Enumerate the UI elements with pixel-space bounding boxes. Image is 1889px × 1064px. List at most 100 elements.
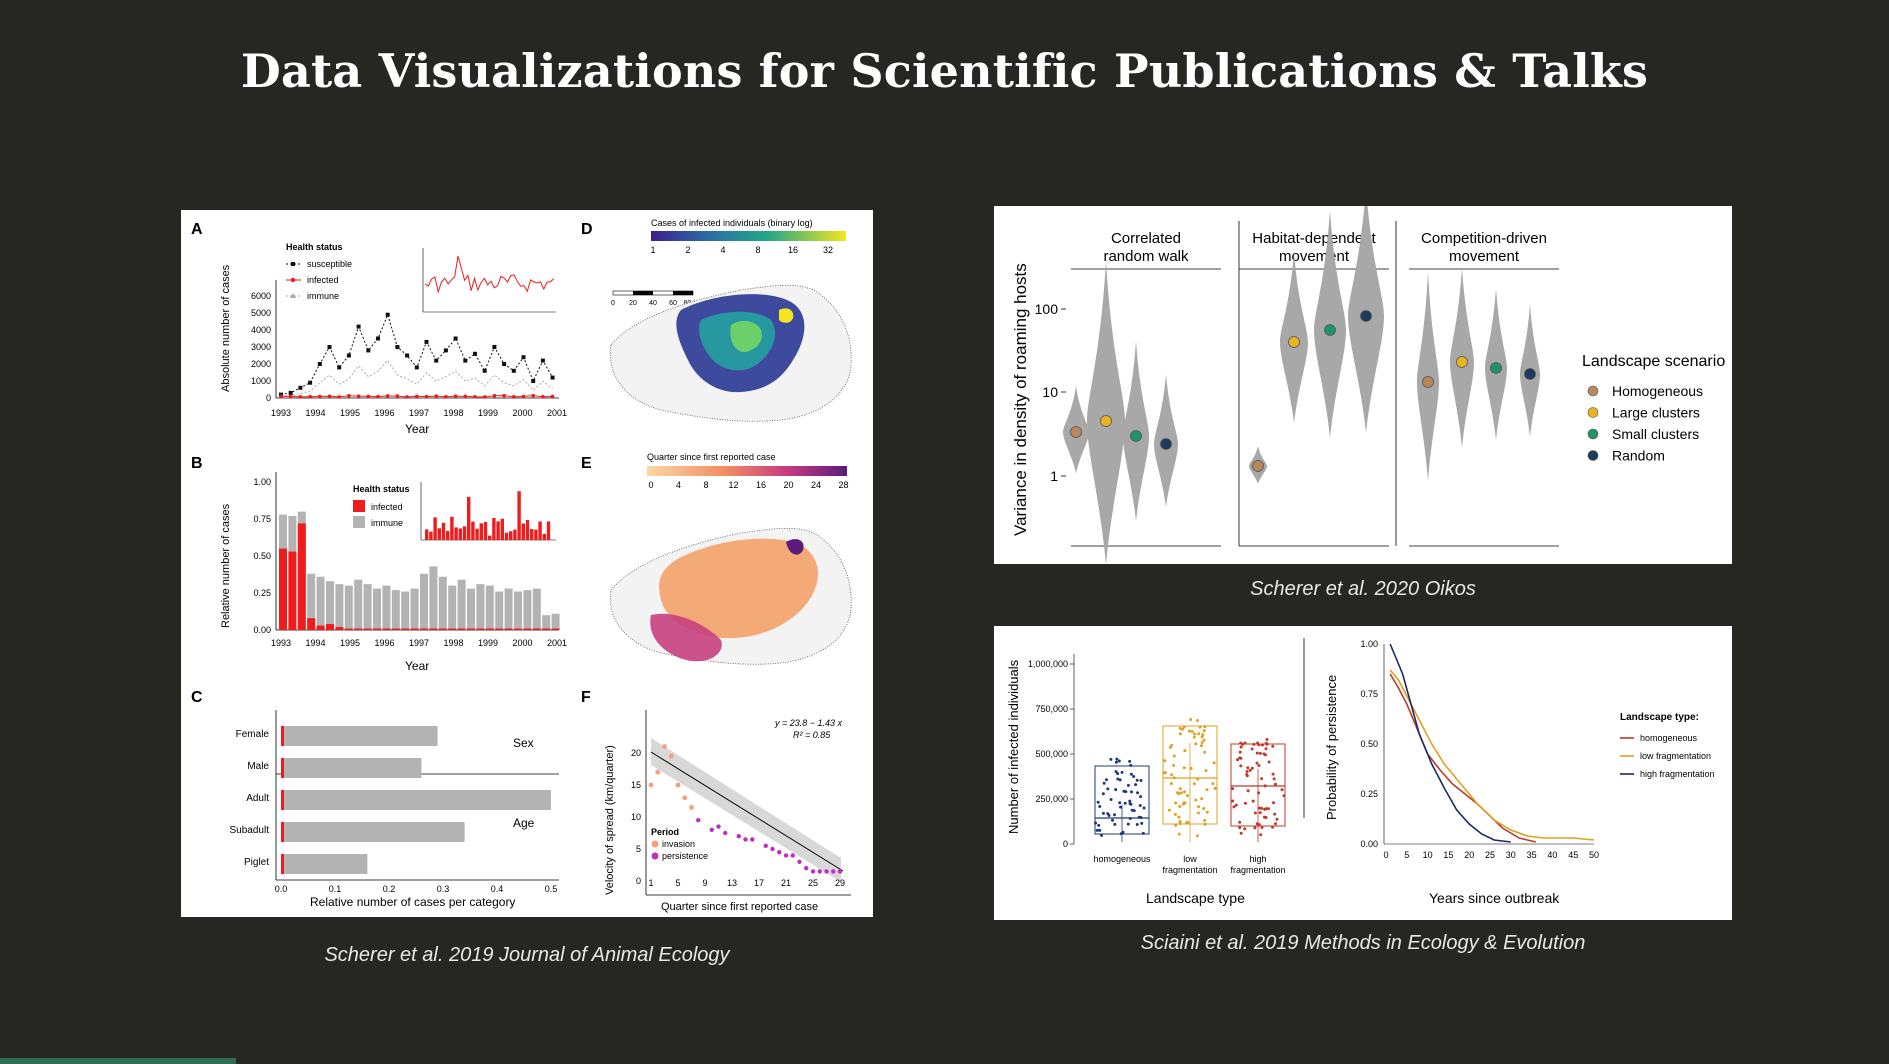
figure-bottom-right: Number of infected individuals Landscape… — [994, 626, 1732, 920]
panel-f-persistence-point — [696, 818, 701, 823]
panel-a-ytick: 1000 — [251, 376, 271, 386]
panel-b-immune-bar — [382, 585, 391, 630]
panel-b-infected-bar — [457, 628, 466, 630]
panel-b-inset-bar — [458, 528, 462, 540]
br-persist-xtick: 15 — [1443, 850, 1453, 860]
panel-f-xtick: 21 — [781, 878, 791, 888]
br-point — [1197, 732, 1201, 736]
panel-b-infected-bar — [504, 628, 513, 630]
panel-a-xtick: 2000 — [512, 408, 532, 418]
panel-b-immune-bar — [335, 584, 344, 630]
panel-a-susceptible-point — [356, 324, 361, 329]
panel-f-invasion-point — [682, 795, 688, 801]
panel-b-immune-bar — [363, 584, 372, 630]
br-persist-ylabel: Probability of persistence — [1324, 675, 1339, 820]
panel-b-infected-bar — [307, 618, 316, 630]
tr-legend-swatch — [1587, 428, 1599, 440]
br-point — [1262, 752, 1266, 756]
panel-b-infected-bar — [514, 628, 522, 630]
br-point — [1195, 834, 1199, 838]
panel-c-infected-bar — [281, 790, 284, 810]
br-point — [1101, 792, 1105, 796]
br-point — [1203, 725, 1207, 729]
panel-a-susceptible-point — [540, 358, 545, 363]
br-point — [1182, 725, 1186, 729]
panel-f-xtick: 1 — [648, 878, 653, 888]
panel-b-xtick: 2000 — [512, 638, 532, 648]
panel-a-infected-point — [415, 394, 419, 399]
br-point — [1170, 773, 1174, 777]
br-point — [1194, 742, 1198, 746]
panel-a-xtick: 1994 — [305, 408, 325, 418]
panel-b-infected-bar — [542, 628, 551, 630]
panel-f-ytick: 0 — [636, 876, 641, 886]
br-point — [1273, 812, 1277, 816]
br-point — [1097, 823, 1101, 827]
panel-f-invasion-point — [675, 782, 681, 788]
panel-a-xtick: 1998 — [443, 408, 463, 418]
panel-f-ytick: 5 — [636, 844, 641, 854]
br-point — [1196, 777, 1200, 781]
br-point — [1202, 806, 1206, 810]
figure-top-right: Variance in density of roaming hosts Cor… — [994, 186, 1732, 565]
panel-f-xtick: 13 — [727, 878, 737, 888]
panel-b-inset-bar — [500, 518, 504, 540]
br-point — [1187, 729, 1191, 733]
panel-b-immune-bar — [467, 588, 475, 630]
panel-a-susceptible-point — [298, 385, 303, 390]
panel-b-inset-bar — [471, 521, 475, 540]
panel-b-inset-bar — [475, 528, 479, 540]
panel-c-category-label: Subadult — [230, 825, 270, 836]
br-box-xtick: low — [1183, 854, 1197, 864]
br-point — [1238, 750, 1242, 754]
panel-b-legend-immune: immune — [371, 518, 403, 528]
br-persist-xtick: 5 — [1404, 850, 1409, 860]
panel-e-tick: 24 — [811, 480, 821, 490]
br-point — [1282, 794, 1286, 798]
br-point — [1239, 831, 1243, 835]
br-point — [1204, 769, 1208, 773]
panel-a-infected-point — [298, 395, 303, 399]
tr-median-point — [1524, 368, 1536, 380]
panel-a-susceptible-point — [443, 348, 448, 353]
panel-b-infected-bar — [448, 628, 457, 630]
br-point — [1271, 744, 1275, 748]
br-point — [1213, 786, 1217, 790]
tr-facet-1-line-1: Correlated — [1111, 230, 1181, 247]
panel-a-infected-point — [444, 394, 448, 399]
tr-median-point — [1288, 336, 1300, 348]
tr-median-point — [1100, 415, 1112, 427]
panel-c-xtick: 0.1 — [329, 884, 342, 894]
panel-c-xtick: 0.0 — [275, 884, 288, 894]
panel-b-immune-bar — [410, 588, 419, 630]
br-point — [1203, 818, 1207, 822]
br-point — [1257, 806, 1261, 810]
br-point — [1266, 807, 1270, 811]
panel-f-persistence-point — [750, 837, 755, 842]
panel-b-inset-bar — [425, 529, 429, 540]
panel-f-persistence-point — [790, 853, 795, 858]
panel-a-ytick: 2000 — [251, 359, 271, 369]
panel-f-persistence-point — [723, 830, 728, 836]
br-point — [1231, 799, 1235, 803]
br-point — [1178, 805, 1182, 809]
caption-left: Scherer et al. 2019 Journal of Animal Ec… — [324, 944, 730, 966]
panel-f-persistence-point — [810, 869, 816, 874]
panel-f-chart: Velocity of spread (km/quarter) Quarter … — [604, 710, 851, 913]
panel-a-infected-point — [541, 394, 545, 399]
br-point — [1258, 811, 1262, 815]
br-point — [1264, 747, 1268, 751]
panel-b-ytick: 1.00 — [253, 477, 271, 487]
panel-b-inset-bar — [530, 529, 534, 540]
panel-f-r2: R² = 0.85 — [793, 730, 831, 740]
br-point — [1258, 751, 1262, 755]
panel-a-xtick: 2001 — [547, 408, 567, 418]
panel-a-infected-point — [288, 394, 293, 399]
panel-b-inset-bar — [429, 531, 433, 540]
panel-d-tick: 4 — [720, 245, 725, 255]
panel-f-persistence-point — [831, 869, 836, 874]
br-persist-xtick: 45 — [1568, 850, 1578, 860]
panel-b-inset-bar — [454, 527, 458, 540]
panel-a-susceptible-point — [434, 358, 439, 363]
panel-b-infected-bar — [485, 628, 494, 630]
